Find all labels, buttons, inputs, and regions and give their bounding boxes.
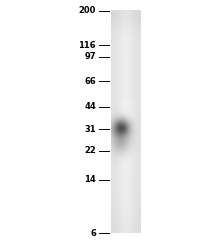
Text: 6: 6 [90, 229, 96, 238]
Text: 200: 200 [79, 6, 96, 15]
Text: 31: 31 [84, 125, 96, 134]
Text: kDa: kDa [92, 0, 110, 2]
Text: 66: 66 [84, 77, 96, 86]
Text: 97: 97 [85, 52, 96, 61]
Text: 44: 44 [84, 102, 96, 111]
Text: 14: 14 [84, 175, 96, 184]
Text: 22: 22 [84, 146, 96, 155]
Text: 116: 116 [78, 41, 96, 50]
